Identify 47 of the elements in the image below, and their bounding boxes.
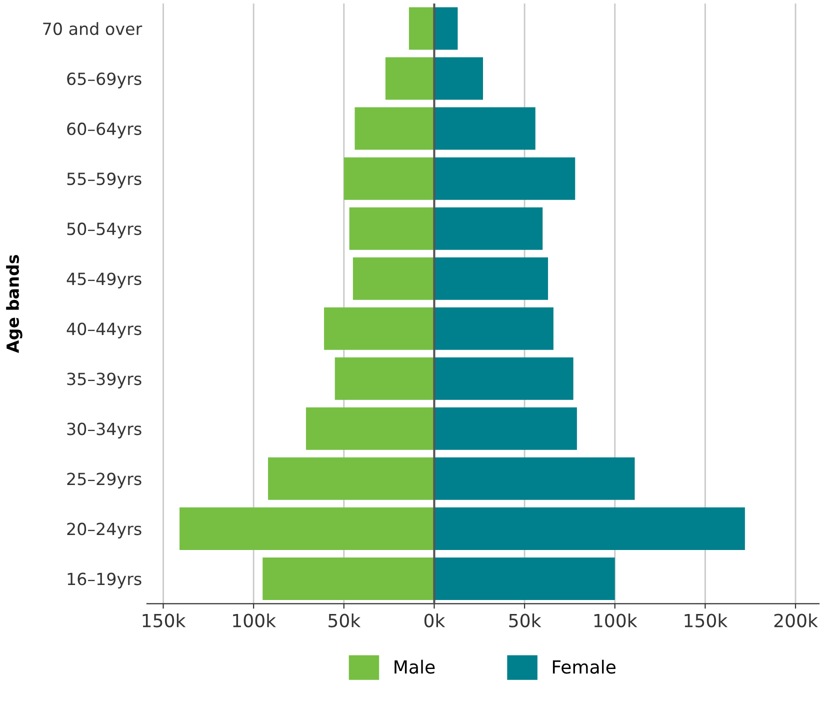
y-tick-label: 55–59yrs (67, 172, 142, 188)
bar (334, 357, 434, 400)
x-tick-label: 150k (684, 613, 728, 628)
bar (324, 307, 434, 350)
bar (434, 257, 548, 300)
y-tick-label: 50–54yrs (67, 222, 142, 238)
y-tick-label: 35–39yrs (67, 372, 142, 388)
bar (352, 257, 434, 300)
x-tick-label: 50k (328, 613, 361, 628)
bar (434, 207, 543, 250)
bar (306, 407, 434, 450)
bar (434, 157, 576, 200)
y-tick-label: 16–19yrs (68, 572, 142, 589)
legend-label: Male (394, 660, 435, 674)
bar (434, 357, 574, 400)
bar (262, 557, 434, 600)
bar (434, 7, 458, 50)
bar (354, 107, 434, 150)
y-tick-label: 70 and over (43, 22, 142, 36)
x-tick-label: 200k (774, 613, 818, 628)
y-tick-label: 20–24yrs (67, 522, 142, 538)
bar (434, 507, 745, 550)
bar (434, 107, 536, 150)
y-axis-title: Age bands (6, 254, 22, 353)
y-tick-label: 30–34yrs (67, 422, 142, 438)
y-tick-label: 60–64yrs (67, 122, 142, 138)
y-tick-label: 25–29yrs (67, 472, 142, 488)
legend-label: Female (552, 660, 616, 674)
x-tick-label: 100k (233, 613, 276, 628)
bar (434, 407, 577, 450)
bar (408, 7, 434, 50)
x-tick-label: 50k (509, 613, 542, 628)
bar (385, 57, 434, 100)
x-tick-label: 150k (142, 613, 186, 628)
bar (434, 307, 554, 350)
bar (434, 457, 635, 500)
y-tick-label: 45–49yrs (66, 272, 142, 288)
bar (349, 207, 434, 250)
x-tick-label: 0k (424, 613, 446, 628)
bar (180, 507, 434, 550)
y-tick-label: 65–69yrs (67, 72, 142, 88)
bar (344, 157, 434, 200)
bar (434, 557, 615, 600)
x-tick-label: 100k (594, 613, 638, 628)
y-tick-label: 40–44yrs (66, 322, 142, 338)
bar (434, 57, 483, 100)
bar (268, 457, 434, 500)
